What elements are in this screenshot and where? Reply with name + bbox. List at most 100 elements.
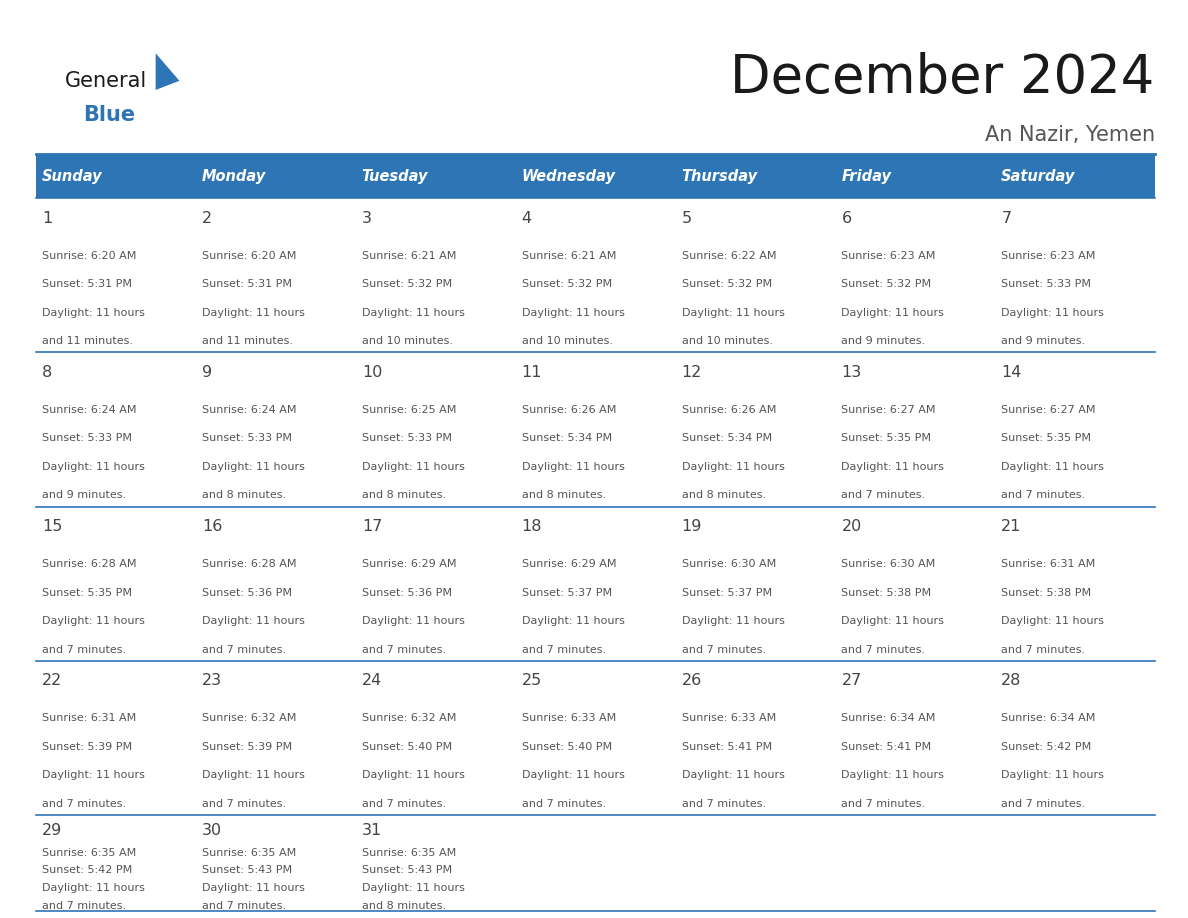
Text: Daylight: 11 hours: Daylight: 11 hours xyxy=(202,308,305,318)
Bar xyxy=(36,198,196,353)
Bar xyxy=(355,198,516,353)
Text: and 7 minutes.: and 7 minutes. xyxy=(42,644,126,655)
Text: and 7 minutes.: and 7 minutes. xyxy=(841,799,925,809)
Bar xyxy=(36,507,196,661)
Text: Sunset: 5:32 PM: Sunset: 5:32 PM xyxy=(682,279,772,289)
Text: Sunrise: 6:29 AM: Sunrise: 6:29 AM xyxy=(522,559,617,569)
Text: Sunrise: 6:34 AM: Sunrise: 6:34 AM xyxy=(1001,713,1095,723)
Bar xyxy=(196,198,355,353)
Text: Daylight: 11 hours: Daylight: 11 hours xyxy=(522,770,625,780)
Text: Daylight: 11 hours: Daylight: 11 hours xyxy=(682,308,784,318)
Bar xyxy=(675,198,835,353)
Text: 22: 22 xyxy=(42,673,62,688)
Text: Sunrise: 6:26 AM: Sunrise: 6:26 AM xyxy=(682,405,776,415)
Bar xyxy=(835,154,994,198)
Text: Sunrise: 6:35 AM: Sunrise: 6:35 AM xyxy=(42,847,137,857)
Text: Daylight: 11 hours: Daylight: 11 hours xyxy=(1001,616,1104,626)
Text: and 7 minutes.: and 7 minutes. xyxy=(202,901,286,911)
Text: Sunrise: 6:31 AM: Sunrise: 6:31 AM xyxy=(42,713,137,723)
Text: Daylight: 11 hours: Daylight: 11 hours xyxy=(202,616,305,626)
Text: Daylight: 11 hours: Daylight: 11 hours xyxy=(202,462,305,472)
Text: Daylight: 11 hours: Daylight: 11 hours xyxy=(841,462,944,472)
Text: 1: 1 xyxy=(42,210,52,226)
Text: Sunset: 5:36 PM: Sunset: 5:36 PM xyxy=(362,588,451,598)
Text: Daylight: 11 hours: Daylight: 11 hours xyxy=(42,308,145,318)
Text: Sunrise: 6:34 AM: Sunrise: 6:34 AM xyxy=(841,713,936,723)
Text: Daylight: 11 hours: Daylight: 11 hours xyxy=(362,883,465,893)
Bar xyxy=(994,661,1155,815)
Text: and 7 minutes.: and 7 minutes. xyxy=(1001,644,1086,655)
Text: Sunrise: 6:24 AM: Sunrise: 6:24 AM xyxy=(202,405,296,415)
Text: Sunset: 5:34 PM: Sunset: 5:34 PM xyxy=(522,433,612,443)
Text: and 7 minutes.: and 7 minutes. xyxy=(522,799,606,809)
Text: and 10 minutes.: and 10 minutes. xyxy=(682,336,772,346)
Text: Daylight: 11 hours: Daylight: 11 hours xyxy=(362,616,465,626)
Bar xyxy=(675,507,835,661)
Text: Daylight: 11 hours: Daylight: 11 hours xyxy=(42,462,145,472)
Bar xyxy=(36,815,196,911)
Text: Sunset: 5:35 PM: Sunset: 5:35 PM xyxy=(42,588,132,598)
Text: Sunrise: 6:30 AM: Sunrise: 6:30 AM xyxy=(841,559,936,569)
Text: Sunset: 5:35 PM: Sunset: 5:35 PM xyxy=(841,433,931,443)
Text: 29: 29 xyxy=(42,823,62,838)
Text: Daylight: 11 hours: Daylight: 11 hours xyxy=(42,883,145,893)
Text: and 7 minutes.: and 7 minutes. xyxy=(841,644,925,655)
Text: Sunset: 5:40 PM: Sunset: 5:40 PM xyxy=(362,742,451,752)
Bar xyxy=(355,353,516,507)
Text: 5: 5 xyxy=(682,210,691,226)
Text: Sunset: 5:41 PM: Sunset: 5:41 PM xyxy=(682,742,772,752)
Text: 26: 26 xyxy=(682,673,702,688)
Bar xyxy=(835,661,994,815)
Text: 8: 8 xyxy=(42,364,52,380)
Bar xyxy=(994,154,1155,198)
Text: and 7 minutes.: and 7 minutes. xyxy=(841,490,925,500)
Text: Tuesday: Tuesday xyxy=(362,169,429,184)
Text: 31: 31 xyxy=(362,823,383,838)
Text: and 7 minutes.: and 7 minutes. xyxy=(522,644,606,655)
Polygon shape xyxy=(156,53,179,90)
Bar xyxy=(355,815,516,911)
Text: and 7 minutes.: and 7 minutes. xyxy=(42,799,126,809)
Text: Sunset: 5:37 PM: Sunset: 5:37 PM xyxy=(522,588,612,598)
Text: Sunrise: 6:32 AM: Sunrise: 6:32 AM xyxy=(202,713,296,723)
Text: 14: 14 xyxy=(1001,364,1022,380)
Text: Sunset: 5:36 PM: Sunset: 5:36 PM xyxy=(202,588,292,598)
Text: Sunrise: 6:33 AM: Sunrise: 6:33 AM xyxy=(682,713,776,723)
Text: and 7 minutes.: and 7 minutes. xyxy=(682,799,765,809)
Text: Sunrise: 6:25 AM: Sunrise: 6:25 AM xyxy=(362,405,456,415)
Text: 13: 13 xyxy=(841,364,861,380)
Text: 7: 7 xyxy=(1001,210,1011,226)
Text: Sunrise: 6:26 AM: Sunrise: 6:26 AM xyxy=(522,405,617,415)
Bar xyxy=(196,353,355,507)
Text: Daylight: 11 hours: Daylight: 11 hours xyxy=(362,308,465,318)
Text: Sunset: 5:33 PM: Sunset: 5:33 PM xyxy=(1001,279,1092,289)
Bar xyxy=(355,154,516,198)
Text: Sunrise: 6:20 AM: Sunrise: 6:20 AM xyxy=(202,251,296,261)
Bar xyxy=(36,353,196,507)
Text: Daylight: 11 hours: Daylight: 11 hours xyxy=(1001,462,1104,472)
Text: 23: 23 xyxy=(202,673,222,688)
Bar xyxy=(36,154,196,198)
Bar xyxy=(36,661,196,815)
Text: Daylight: 11 hours: Daylight: 11 hours xyxy=(362,770,465,780)
Text: An Nazir, Yemen: An Nazir, Yemen xyxy=(985,125,1155,145)
Text: 27: 27 xyxy=(841,673,861,688)
Text: 6: 6 xyxy=(841,210,852,226)
Text: Daylight: 11 hours: Daylight: 11 hours xyxy=(202,883,305,893)
Text: and 8 minutes.: and 8 minutes. xyxy=(522,490,606,500)
Text: Sunrise: 6:27 AM: Sunrise: 6:27 AM xyxy=(1001,405,1095,415)
Text: Daylight: 11 hours: Daylight: 11 hours xyxy=(522,616,625,626)
Text: 18: 18 xyxy=(522,519,542,534)
Text: 9: 9 xyxy=(202,364,211,380)
Text: December 2024: December 2024 xyxy=(731,52,1155,104)
Text: Sunday: Sunday xyxy=(42,169,102,184)
Text: Sunrise: 6:23 AM: Sunrise: 6:23 AM xyxy=(1001,251,1095,261)
Text: Monday: Monday xyxy=(202,169,266,184)
Text: Sunset: 5:41 PM: Sunset: 5:41 PM xyxy=(841,742,931,752)
Text: Sunset: 5:35 PM: Sunset: 5:35 PM xyxy=(1001,433,1092,443)
Text: 10: 10 xyxy=(362,364,383,380)
Text: Daylight: 11 hours: Daylight: 11 hours xyxy=(202,770,305,780)
Text: Sunset: 5:39 PM: Sunset: 5:39 PM xyxy=(42,742,132,752)
Text: Sunrise: 6:31 AM: Sunrise: 6:31 AM xyxy=(1001,559,1095,569)
Text: Sunrise: 6:23 AM: Sunrise: 6:23 AM xyxy=(841,251,936,261)
